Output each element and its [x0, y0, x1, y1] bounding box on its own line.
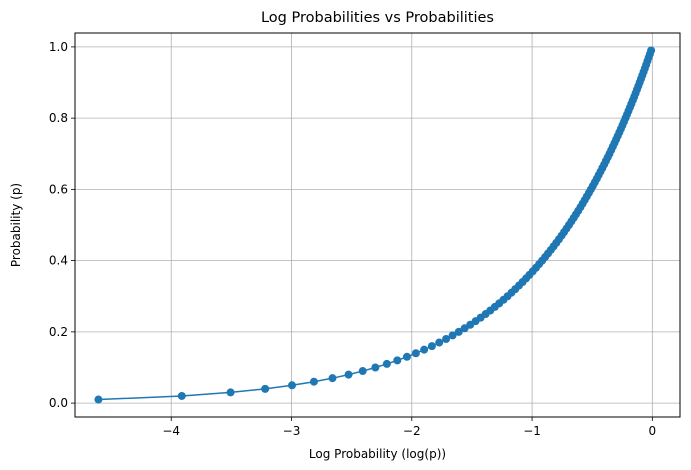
grid-layer — [75, 33, 680, 417]
data-point — [442, 334, 451, 343]
x-tick-label: 0 — [649, 424, 657, 438]
data-point — [382, 359, 391, 368]
data-point — [448, 331, 457, 340]
data-point — [402, 352, 411, 361]
data-point — [454, 327, 463, 336]
data-point — [288, 381, 297, 390]
y-tick-label: 0.4 — [49, 254, 68, 268]
data-point — [94, 395, 103, 404]
data-point — [344, 370, 353, 379]
data-point — [411, 349, 420, 358]
data-point — [309, 377, 318, 386]
data-point — [435, 338, 444, 347]
x-tick-label: −4 — [162, 424, 180, 438]
x-tick-label: −1 — [523, 424, 541, 438]
data-point — [358, 367, 367, 376]
data-point — [371, 363, 380, 372]
x-axis-label: Log Probability (log(p)) — [309, 447, 446, 461]
data-point — [393, 356, 402, 365]
x-tick-label: −3 — [283, 424, 301, 438]
data-point — [226, 388, 235, 397]
data-point — [427, 342, 436, 351]
tick-layer: −4 −3 −2 −1 0 0.0 0.2 0.4 0.6 0.8 1.0 — [49, 40, 656, 438]
y-tick-label: 0.8 — [49, 111, 68, 125]
y-tick-label: 0.2 — [49, 325, 68, 339]
data-point — [647, 46, 656, 55]
data-point — [328, 374, 337, 383]
x-tick-label: −2 — [403, 424, 421, 438]
y-axis-label: Probability (p) — [9, 183, 23, 267]
data-point — [420, 345, 429, 354]
y-tick-label: 1.0 — [49, 40, 68, 54]
chart-title: Log Probabilities vs Probabilities — [261, 10, 494, 26]
y-tick-label: 0.0 — [49, 396, 68, 410]
plot-frame — [74, 32, 681, 418]
series-layer — [94, 46, 656, 404]
data-point — [261, 384, 270, 393]
y-tick-label: 0.6 — [49, 182, 68, 196]
data-point — [177, 391, 186, 400]
